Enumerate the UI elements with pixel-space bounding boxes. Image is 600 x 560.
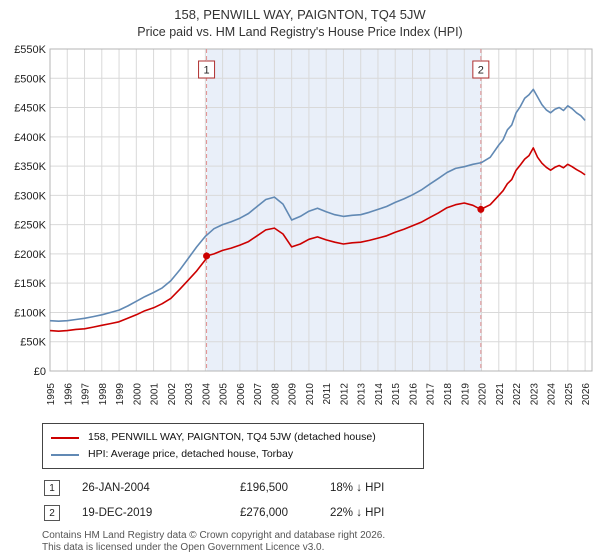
svg-text:2008: 2008 [270, 383, 281, 406]
sale-2-number-box: 2 [44, 505, 60, 521]
svg-text:£50K: £50K [20, 337, 46, 349]
legend-item-hpi: HPI: Average price, detached house, Torb… [51, 446, 415, 463]
svg-text:2001: 2001 [150, 383, 161, 406]
price-history-chart[interactable]: £0 £50K £100K £150K £200K £250K £300K £350K £400… [0, 41, 600, 419]
svg-text:£300K: £300K [14, 190, 46, 202]
svg-text:2014: 2014 [374, 383, 385, 406]
svg-text:1997: 1997 [81, 383, 92, 406]
svg-text:2011: 2011 [322, 383, 333, 405]
svg-text:1999: 1999 [115, 383, 126, 406]
sale-1-date: 26-JAN-2004 [82, 482, 150, 494]
sale-annotation-2: 2 19-DEC-2019 £276,000 22% ↓ HPI [44, 505, 600, 521]
svg-text:£400K: £400K [14, 132, 46, 144]
svg-text:£150K: £150K [14, 278, 46, 290]
sale-1-number-box: 1 [44, 480, 60, 496]
legend-property-label: 158, PENWILL WAY, PAIGNTON, TQ4 5JW (det… [88, 431, 376, 443]
page-subtitle: Price paid vs. HM Land Registry's House … [137, 25, 463, 39]
svg-text:£450K: £450K [14, 103, 46, 115]
svg-text:2025: 2025 [564, 383, 575, 406]
svg-text:1995: 1995 [46, 383, 57, 406]
legend-item-property: 158, PENWILL WAY, PAIGNTON, TQ4 5JW (det… [51, 429, 415, 446]
svg-text:2006: 2006 [236, 383, 247, 406]
svg-text:£250K: £250K [14, 220, 46, 232]
sale-1-price: £196,500 [240, 482, 288, 494]
svg-text:2010: 2010 [305, 383, 316, 406]
svg-text:2003: 2003 [184, 383, 195, 406]
blue-line-swatch [51, 453, 79, 456]
svg-text:2023: 2023 [529, 383, 540, 406]
svg-text:£500K: £500K [14, 73, 46, 85]
sale-2-hpi-diff: 22% ↓ HPI [330, 507, 385, 519]
svg-text:£350K: £350K [14, 161, 46, 173]
svg-text:2005: 2005 [219, 383, 230, 406]
page-title: 158, PENWILL WAY, PAIGNTON, TQ4 5JW [174, 7, 426, 22]
svg-text:2024: 2024 [547, 383, 558, 406]
svg-text:2009: 2009 [288, 383, 299, 406]
sale-annotations: 1 26-JAN-2004 £196,500 18% ↓ HPI 2 19-DE… [0, 480, 600, 521]
svg-text:£0: £0 [34, 366, 46, 378]
svg-text:£200K: £200K [14, 249, 46, 261]
svg-text:2020: 2020 [478, 383, 489, 406]
svg-text:2015: 2015 [391, 383, 402, 406]
sale-annotation-1: 1 26-JAN-2004 £196,500 18% ↓ HPI [44, 480, 600, 496]
svg-text:1996: 1996 [63, 383, 74, 406]
sale-2-date: 19-DEC-2019 [82, 507, 153, 519]
sale-2-price: £276,000 [240, 507, 288, 519]
svg-text:2: 2 [478, 65, 484, 77]
svg-text:2007: 2007 [253, 383, 264, 406]
svg-text:2022: 2022 [512, 383, 523, 406]
red-line-swatch [51, 436, 79, 439]
svg-text:1998: 1998 [98, 383, 109, 406]
sale-1-hpi-diff: 18% ↓ HPI [330, 482, 385, 494]
svg-text:2026: 2026 [581, 383, 592, 406]
svg-text:2002: 2002 [167, 383, 178, 406]
chart-legend: 158, PENWILL WAY, PAIGNTON, TQ4 5JW (det… [42, 423, 424, 469]
svg-text:2021: 2021 [495, 383, 506, 406]
svg-text:£550K: £550K [14, 44, 46, 56]
svg-text:1: 1 [203, 65, 209, 77]
legend-hpi-label: HPI: Average price, detached house, Torb… [88, 448, 294, 460]
svg-text:2017: 2017 [426, 383, 437, 406]
svg-text:2000: 2000 [132, 383, 143, 406]
svg-text:2016: 2016 [408, 383, 419, 406]
svg-text:£100K: £100K [14, 307, 46, 319]
footer-line-2: This data is licensed under the Open Gov… [42, 542, 325, 553]
svg-text:2019: 2019 [460, 383, 471, 406]
svg-text:2012: 2012 [339, 383, 350, 406]
copyright-footer: Contains HM Land Registry data © Crown c… [42, 530, 600, 554]
footer-line-1: Contains HM Land Registry data © Crown c… [42, 530, 386, 541]
svg-text:2004: 2004 [201, 383, 212, 406]
svg-text:2018: 2018 [443, 383, 454, 406]
svg-text:2013: 2013 [357, 383, 368, 406]
